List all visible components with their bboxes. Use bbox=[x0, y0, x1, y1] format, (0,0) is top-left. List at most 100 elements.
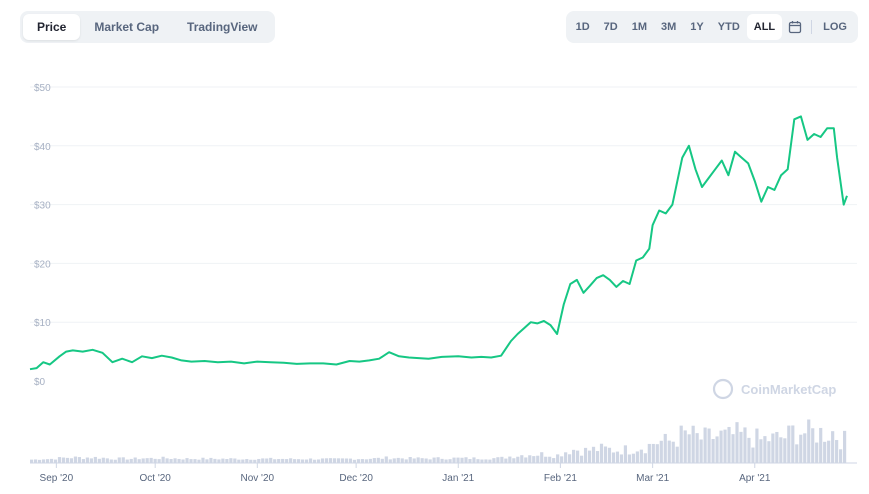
y-tick-label: $10 bbox=[34, 318, 51, 329]
volume-bar bbox=[731, 434, 735, 463]
volume-bar bbox=[803, 433, 807, 463]
volume-bar bbox=[695, 433, 699, 463]
tab-tradingview[interactable]: TradingView bbox=[187, 20, 258, 34]
volume-bar bbox=[253, 459, 257, 463]
volume-bar bbox=[500, 456, 504, 463]
volume-bar bbox=[835, 440, 839, 463]
range-1d[interactable]: 1D bbox=[575, 21, 590, 33]
divider bbox=[811, 20, 813, 34]
volume-bar bbox=[293, 459, 297, 463]
volume-bar bbox=[631, 453, 635, 463]
tab-price[interactable]: Price bbox=[23, 14, 81, 40]
volume-bar bbox=[544, 456, 548, 463]
volume-bar bbox=[169, 459, 173, 463]
volume-bar bbox=[552, 458, 556, 463]
volume-bar bbox=[639, 449, 643, 463]
volume-bar bbox=[504, 458, 508, 463]
volume-bar bbox=[839, 449, 843, 463]
volume-bar bbox=[237, 459, 241, 463]
volume-bar bbox=[388, 459, 392, 463]
volume-bar bbox=[53, 459, 58, 463]
range-1m[interactable]: 1M bbox=[631, 21, 648, 33]
volume-bar bbox=[436, 457, 440, 463]
volume-bar bbox=[61, 457, 66, 463]
range-all[interactable]: ALL bbox=[746, 14, 783, 40]
volume-bar bbox=[791, 425, 795, 463]
volume-bar bbox=[340, 458, 345, 463]
volume-bar bbox=[229, 458, 233, 463]
volume-bar bbox=[699, 439, 703, 463]
volume-bar bbox=[141, 458, 145, 463]
volume-bar bbox=[595, 451, 600, 463]
volume-bar bbox=[408, 456, 412, 463]
calendar-icon[interactable] bbox=[782, 14, 808, 40]
volume-bar bbox=[440, 458, 444, 463]
volume-bar bbox=[257, 458, 261, 463]
log-scale-toggle[interactable]: LOG bbox=[823, 21, 847, 33]
volume-bar bbox=[249, 459, 253, 463]
volume-bar bbox=[599, 443, 604, 463]
volume-bar bbox=[285, 459, 289, 463]
volume-bar bbox=[213, 458, 217, 463]
volume-bar bbox=[779, 437, 783, 463]
volume-bar bbox=[245, 459, 249, 463]
volume-bar bbox=[771, 433, 775, 463]
volume-bar bbox=[93, 456, 97, 463]
volume-bar bbox=[476, 459, 480, 463]
volume-bar bbox=[269, 457, 273, 463]
volume-bar bbox=[627, 454, 631, 463]
volume-bar bbox=[464, 457, 468, 463]
volume-bar bbox=[225, 459, 229, 463]
tab-market-cap[interactable]: Market Cap bbox=[94, 20, 160, 34]
y-tick-label: $50 bbox=[34, 83, 51, 94]
volume-bar bbox=[683, 430, 687, 463]
volume-bar bbox=[795, 444, 799, 463]
volume-bar bbox=[759, 439, 763, 463]
volume-bar bbox=[755, 428, 759, 463]
volume-bar bbox=[675, 446, 679, 463]
volume-bar bbox=[727, 426, 731, 463]
y-axis-ticks: $0 $10 $20 $30 $40 $50 bbox=[34, 83, 51, 388]
volume-bar bbox=[81, 459, 85, 463]
volume-bar bbox=[619, 454, 624, 463]
grid-lines bbox=[30, 86, 857, 323]
volume-bar bbox=[452, 457, 456, 463]
volume-bar bbox=[209, 457, 213, 463]
volume-bar bbox=[615, 451, 620, 463]
volume-bar bbox=[396, 457, 400, 463]
time-range-selector: 1D 7D 1M 3M 1Y YTD ALL LOG bbox=[565, 11, 858, 43]
volume-bar bbox=[297, 459, 301, 463]
volume-bar bbox=[560, 456, 564, 463]
volume-bar bbox=[205, 459, 209, 463]
volume-bar bbox=[392, 458, 396, 463]
range-3m[interactable]: 3M bbox=[661, 21, 677, 33]
chart-type-tabs: Price Market Cap TradingView bbox=[20, 11, 275, 43]
volume-bar bbox=[428, 459, 432, 463]
y-tick-label: $20 bbox=[34, 259, 51, 270]
volume-bar bbox=[201, 457, 205, 463]
volume-bar bbox=[129, 458, 133, 463]
volume-bar bbox=[468, 459, 472, 463]
volume-bar bbox=[273, 459, 277, 463]
volume-bar bbox=[304, 459, 309, 463]
volume-bar bbox=[536, 455, 540, 463]
volume-bar bbox=[579, 455, 584, 463]
volume-bar bbox=[691, 425, 695, 463]
volume-bar bbox=[133, 457, 137, 463]
volume-bar bbox=[400, 458, 404, 463]
range-7d[interactable]: 7D bbox=[603, 21, 618, 33]
volume-bar bbox=[556, 454, 560, 463]
volume-bar bbox=[783, 438, 787, 463]
volume-bar bbox=[376, 457, 380, 463]
volume-bar bbox=[723, 429, 727, 463]
volume-bar bbox=[751, 447, 755, 463]
volume-bar bbox=[823, 441, 827, 463]
volume-bar bbox=[193, 459, 197, 463]
range-ytd[interactable]: YTD bbox=[717, 21, 740, 33]
volume-bar bbox=[45, 459, 50, 463]
volume-bar bbox=[763, 436, 767, 463]
volume-bar bbox=[348, 458, 353, 463]
range-1y[interactable]: 1Y bbox=[690, 21, 704, 33]
price-line bbox=[29, 115, 848, 371]
